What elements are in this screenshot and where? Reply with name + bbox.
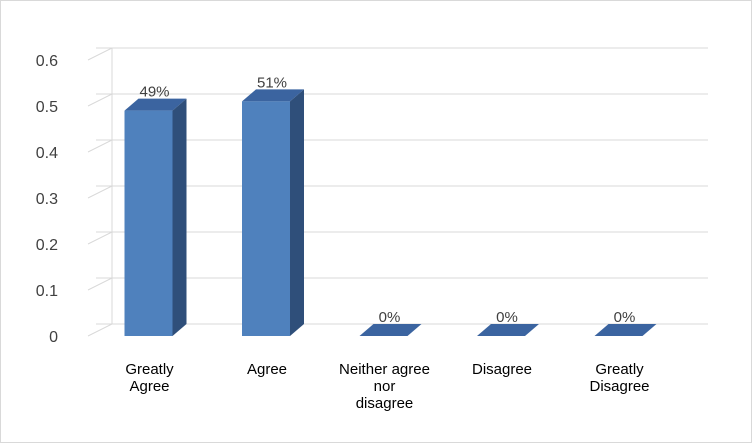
x-tick-label-line: nor xyxy=(374,378,396,395)
bar-top xyxy=(477,324,539,336)
x-tick-label-line: Agree xyxy=(129,378,169,395)
x-tick-label: Agree xyxy=(247,361,287,378)
gridline-depth xyxy=(87,231,113,245)
x-tick-label: Neither agree nor disagree xyxy=(339,361,430,412)
y-tick-label: 0.4 xyxy=(36,145,58,162)
x-tick-label: Disagree xyxy=(472,361,532,378)
y-tick-label: 0.2 xyxy=(36,237,58,254)
x-tick-label-line: Disagree xyxy=(472,361,532,378)
data-label: 0% xyxy=(614,309,636,326)
y-tick-label: 0.6 xyxy=(36,53,58,70)
x-tick-label: Greatly Agree xyxy=(125,361,174,395)
x-tick-label-line: Greatly xyxy=(595,361,644,378)
bar-side xyxy=(290,89,304,337)
y-tick-label: 0 xyxy=(49,329,58,346)
gridline-depth xyxy=(87,185,113,199)
gridline-depth xyxy=(87,139,113,153)
x-tick-label-line: Agree xyxy=(247,361,287,378)
gridline-depth xyxy=(87,47,113,61)
bar xyxy=(124,110,173,336)
data-label: 0% xyxy=(379,309,401,326)
x-tick-label-line: Greatly xyxy=(125,361,174,378)
x-tick-label-line: disagree xyxy=(356,395,414,412)
bar-side xyxy=(172,98,187,336)
x-tick-label: Greatly Disagree xyxy=(589,361,649,395)
gridline-depth xyxy=(87,277,113,291)
data-label: 49% xyxy=(139,84,169,101)
x-tick-label-line: Disagree xyxy=(589,378,649,395)
bar-top xyxy=(359,324,422,336)
y-tick-label: 0.5 xyxy=(36,99,58,116)
x-tick-label-line: Neither agree xyxy=(339,361,430,378)
gridline-depth xyxy=(87,323,113,337)
bar-top xyxy=(242,89,304,102)
gridline-depth xyxy=(87,93,113,107)
y-tick-label: 0.1 xyxy=(36,283,58,300)
bar-top xyxy=(594,324,657,336)
y-tick-label: 0.3 xyxy=(36,191,58,208)
bar-top xyxy=(124,98,187,111)
data-label: 0% xyxy=(496,309,518,326)
data-label: 51% xyxy=(257,74,287,91)
bar xyxy=(242,101,290,337)
